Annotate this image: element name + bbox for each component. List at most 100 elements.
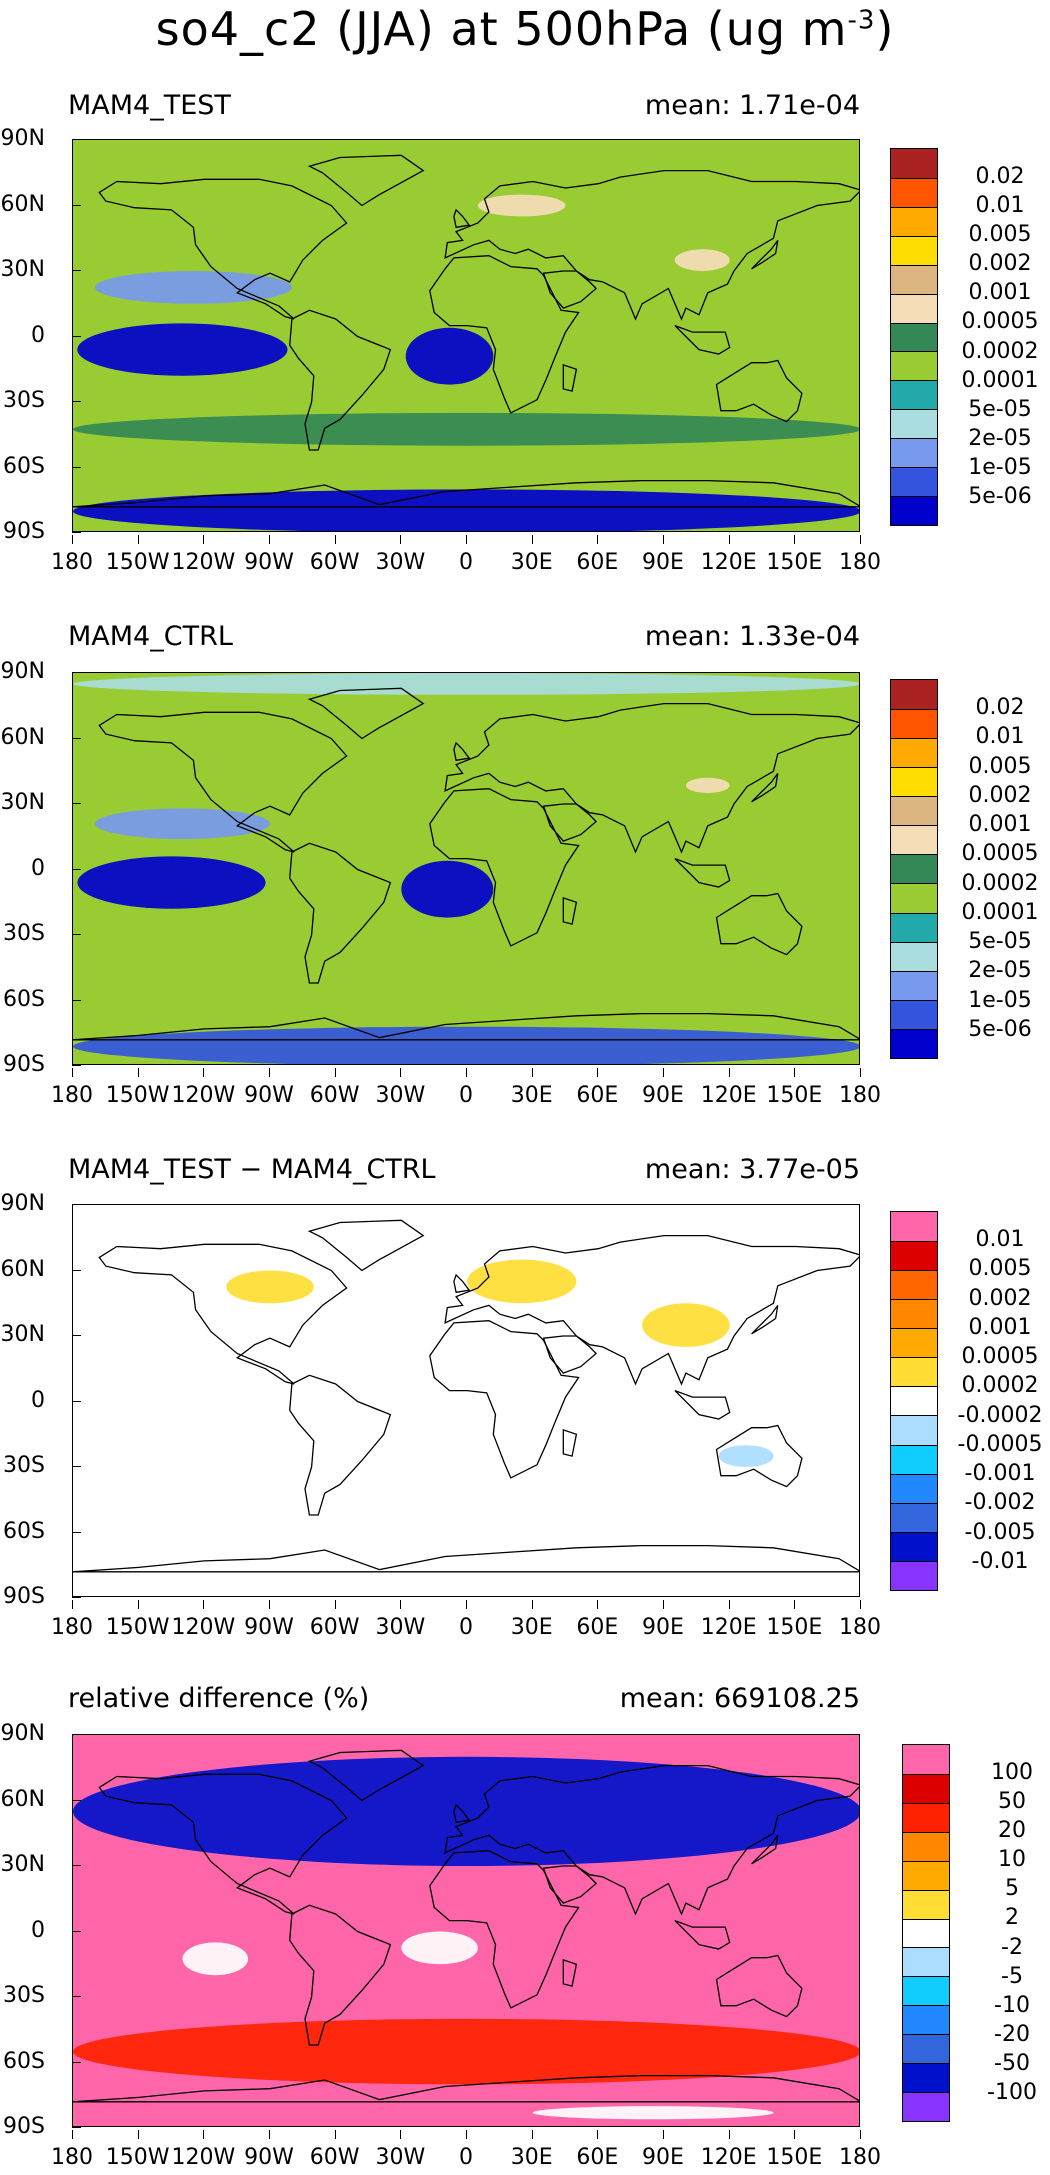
lat-tick-label: 60N xyxy=(0,1786,45,1812)
lon-tick xyxy=(663,1068,664,1077)
colorbar-box xyxy=(903,1947,949,1977)
lon-tick-label: 150E xyxy=(766,550,823,575)
lat-tick-label: 30S xyxy=(3,921,45,946)
colorbar-label: 0.0002 xyxy=(961,870,1039,896)
colorbar-label: 0.002 xyxy=(968,782,1032,808)
arabia-outline xyxy=(542,270,598,309)
antarctica-outline xyxy=(73,479,859,508)
lon-tick-label: 30E xyxy=(510,1615,553,1640)
lat-tick-label: 30S xyxy=(3,1983,45,2008)
lon-tick-label: 90E xyxy=(642,1615,684,1640)
colorbar-label: 0.01 xyxy=(975,724,1025,750)
colorbar-box xyxy=(891,1241,937,1271)
colorbar-label: 20 xyxy=(998,1818,1026,1844)
field-australia-decrease xyxy=(718,1445,774,1467)
lat-tick-label: 90S xyxy=(3,1584,45,1609)
colorbar-label: 0.01 xyxy=(975,193,1025,219)
lon-tick xyxy=(794,2130,796,2139)
greenland-outline xyxy=(307,687,425,740)
field-tropical-pacific-low xyxy=(77,323,288,376)
lon-tick xyxy=(597,535,599,544)
uk-outline xyxy=(453,1803,471,1824)
lon-tick-label: 0 xyxy=(459,1083,473,1108)
colorbar-label: -0.005 xyxy=(964,1519,1036,1545)
colorbar-box xyxy=(891,1531,937,1561)
field-southern-ocean-mixed xyxy=(73,2018,859,2085)
lon-tick-label: 30E xyxy=(510,550,553,575)
colorbar xyxy=(890,148,938,526)
lon-tick xyxy=(269,1600,270,1609)
colorbar-box xyxy=(891,322,937,352)
main-title: so4_c2 (JJA) at 500hPa (ug m-3) xyxy=(155,2,895,56)
indonesia-outline xyxy=(674,1919,731,1950)
lon-tick xyxy=(466,1068,467,1077)
lon-tick-label: 90E xyxy=(642,2145,684,2170)
colorbar-box xyxy=(891,1328,937,1358)
field-antarctic-low xyxy=(73,489,859,531)
colorbar-label: -100 xyxy=(987,2079,1037,2105)
africa-outline xyxy=(429,1320,580,1479)
lon-tick xyxy=(531,2130,533,2139)
colorbar-box xyxy=(891,1357,937,1387)
lon-tick-label: 30W xyxy=(375,1083,426,1108)
lat-tick-label: 60S xyxy=(3,453,45,479)
lon-tick-label: 150W xyxy=(105,2145,170,2170)
colorbar-label: 1e-05 xyxy=(968,454,1032,480)
lat-tick xyxy=(72,1734,81,1735)
colorbar-box xyxy=(903,1773,949,1803)
colorbar-label: 0.0001 xyxy=(961,899,1039,925)
colorbar-label: -0.01 xyxy=(971,1548,1029,1574)
colorbar-label: 0.0005 xyxy=(961,309,1039,335)
australia-outline xyxy=(715,1424,803,1488)
colorbar xyxy=(902,1744,950,2122)
lon-tick-label: 120E xyxy=(700,1083,757,1108)
lon-tick xyxy=(269,535,270,544)
colorbar-box xyxy=(891,1212,937,1242)
uk-outline xyxy=(453,741,471,762)
lon-tick-label: 150W xyxy=(105,1083,170,1108)
lon-tick-label: 120E xyxy=(700,550,757,575)
colorbar-label: 2e-05 xyxy=(968,425,1032,451)
north-america-outline xyxy=(98,1243,348,1385)
lon-tick-label: 180 xyxy=(51,550,93,575)
lat-tick xyxy=(72,1865,81,1866)
colorbar-box xyxy=(891,1560,937,1590)
lat-tick xyxy=(72,2061,81,2063)
colorbar-box xyxy=(891,767,937,797)
lon-tick xyxy=(728,1068,730,1077)
lon-tick-label: 60W xyxy=(309,1083,360,1108)
lon-tick xyxy=(137,1600,139,1609)
lat-tick-label: 60S xyxy=(3,986,45,1012)
australia-outline xyxy=(715,359,803,423)
uk-outline xyxy=(453,208,471,229)
madagascar-outline xyxy=(562,1958,578,1987)
field-europe-increase xyxy=(467,1259,577,1304)
colorbar-box xyxy=(903,1889,949,1919)
colorbar-box xyxy=(891,1386,937,1416)
lon-tick-label: 30W xyxy=(375,550,426,575)
lon-tick-label: 90E xyxy=(642,1083,684,1108)
africa-outline xyxy=(429,255,580,414)
colorbar-box xyxy=(891,796,937,826)
panel-label: MAM4_TEST xyxy=(68,90,231,121)
colorbar-label: 0.001 xyxy=(968,1314,1032,1340)
lon-tick xyxy=(728,535,730,544)
field-tropical-pacific-low xyxy=(77,856,266,909)
colorbar-box xyxy=(891,1415,937,1445)
lat-tick xyxy=(72,1204,81,1205)
colorbar-label: 5e-06 xyxy=(968,1016,1032,1042)
colorbar-label: -50 xyxy=(994,2050,1030,2076)
colorbar xyxy=(890,679,938,1059)
lat-tick xyxy=(72,2127,81,2128)
lon-tick xyxy=(531,1600,533,1609)
lat-tick xyxy=(72,1269,81,1271)
lat-tick xyxy=(72,1930,81,1932)
lon-tick-label: 150E xyxy=(766,1083,823,1108)
lat-tick xyxy=(72,532,81,533)
lon-tick-label: 120E xyxy=(700,1615,757,1640)
field-antarctic-zero xyxy=(532,2106,774,2120)
lon-tick-label: 60W xyxy=(309,2145,360,2170)
lon-tick-label: 60W xyxy=(309,1615,360,1640)
lat-tick xyxy=(72,1996,81,1997)
colorbar-label: 0.02 xyxy=(975,695,1025,721)
